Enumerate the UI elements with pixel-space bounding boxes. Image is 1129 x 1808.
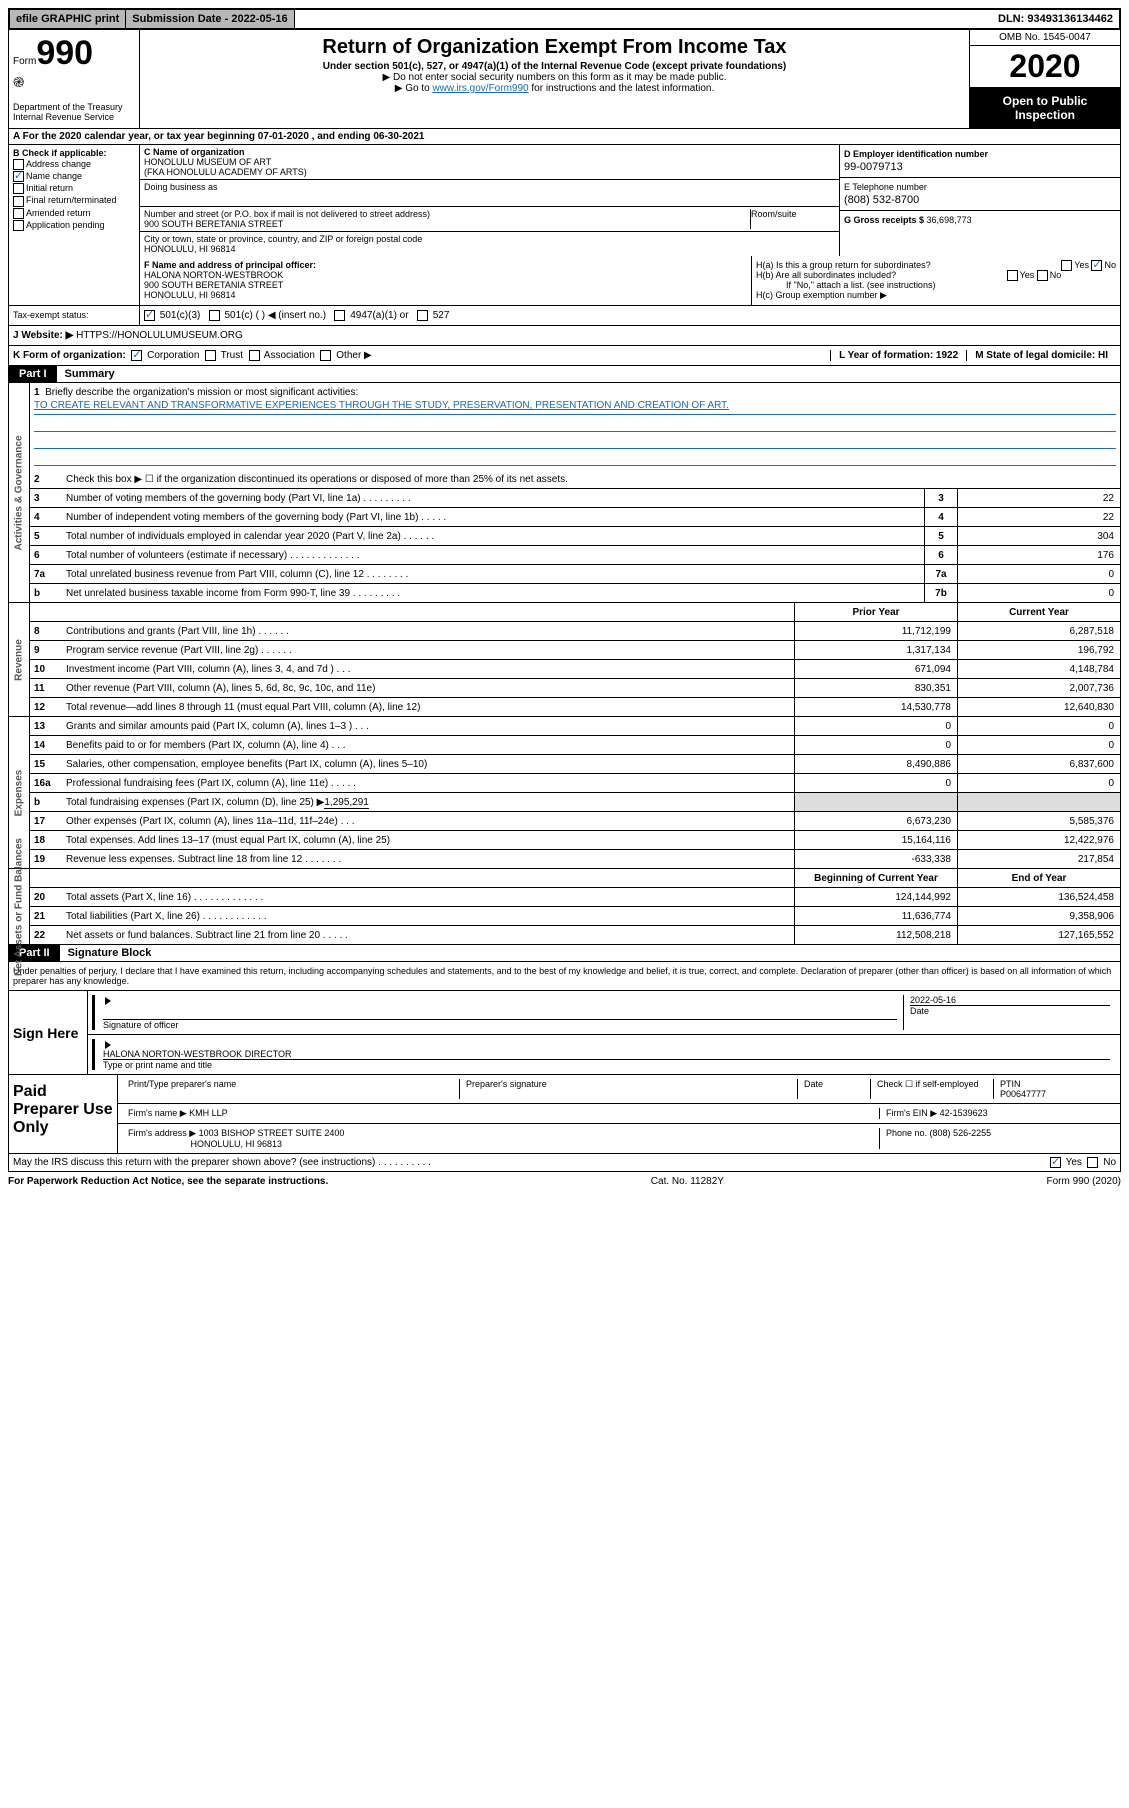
form-number: Form 990 <box>13 34 135 73</box>
ha-yes-checkbox[interactable] <box>1061 260 1072 271</box>
section-h: H(a) Is this a group return for subordin… <box>752 256 1120 305</box>
side-revenue: Revenue <box>9 603 30 716</box>
street-cell: Number and street (or P.O. box if mail i… <box>144 209 751 229</box>
final-return-checkbox[interactable] <box>13 196 24 207</box>
initial-return-checkbox[interactable] <box>13 183 24 194</box>
gross-receipts-cell: G Gross receipts $ 36,698,773 <box>840 211 1120 229</box>
discuss-no-checkbox[interactable] <box>1087 1157 1098 1168</box>
dln-label: DLN: 93493136134462 <box>295 10 1119 28</box>
row-a-tax-year: A For the 2020 calendar year, or tax yea… <box>8 129 1121 145</box>
527-checkbox[interactable] <box>417 310 428 321</box>
amended-return-checkbox[interactable] <box>13 208 24 219</box>
principal-officer-cell: F Name and address of principal officer:… <box>140 256 752 305</box>
corp-checkbox[interactable] <box>131 350 142 361</box>
discuss-yes-checkbox[interactable] <box>1050 1157 1061 1168</box>
website-row: J Website: ▶ HTTPS://HONOLULUMUSEUM.ORG <box>8 326 1121 346</box>
omb-number: OMB No. 1545-0047 <box>970 30 1120 46</box>
city-cell: City or town, state or province, country… <box>140 232 839 256</box>
501c3-checkbox[interactable] <box>144 310 155 321</box>
tax-status-options: 501(c)(3) 501(c) ( ) ◀ (insert no.) 4947… <box>140 306 1120 325</box>
telephone-cell: E Telephone number (808) 532-8700 <box>840 178 1120 211</box>
4947-checkbox[interactable] <box>334 310 345 321</box>
dba-cell: Doing business as <box>140 180 839 207</box>
irs-link[interactable]: www.irs.gov/Form990 <box>432 83 528 94</box>
page-footer: For Paperwork Reduction Act Notice, see … <box>8 1176 1121 1187</box>
signature-declaration: Under penalties of perjury, I declare th… <box>8 962 1121 991</box>
irs-discuss-row: May the IRS discuss this return with the… <box>8 1154 1121 1172</box>
ha-no-checkbox[interactable] <box>1091 260 1102 271</box>
year-formation: L Year of formation: 1922 <box>830 350 966 361</box>
501c-checkbox[interactable] <box>209 310 220 321</box>
form-of-org-row: K Form of organization: Corporation Trus… <box>8 346 1121 366</box>
val-7a: 0 <box>957 565 1120 583</box>
mission-link[interactable]: TO CREATE RELEVANT AND TRANSFORMATIVE EX… <box>34 400 729 411</box>
note-2: ▶ Go to www.irs.gov/Form990 for instruct… <box>144 83 965 94</box>
ein-cell: D Employer identification number 99-0079… <box>840 145 1120 178</box>
paid-preparer-block: Paid Preparer Use Only Print/Type prepar… <box>8 1075 1121 1154</box>
department-label: Department of the Treasury Internal Reve… <box>13 102 135 122</box>
sign-here-block: Sign Here Signature of officer 2022-05-1… <box>8 991 1121 1075</box>
val-3: 22 <box>957 489 1120 507</box>
tax-status-label: Tax-exempt status: <box>9 306 140 325</box>
note-1: ▶ Do not enter social security numbers o… <box>144 72 965 83</box>
form-header: Form 990 ֎ Department of the Treasury In… <box>8 30 1121 129</box>
room-cell: Room/suite <box>751 209 835 229</box>
org-name-cell: C Name of organization HONOLULU MUSEUM O… <box>140 145 839 180</box>
application-pending-checkbox[interactable] <box>13 220 24 231</box>
val-5: 304 <box>957 527 1120 545</box>
efile-print-button[interactable]: efile GRAPHIC print <box>10 10 126 28</box>
irs-seal-icon: ֎ <box>13 73 135 92</box>
val-7b: 0 <box>957 584 1120 602</box>
part-1-header: Part I Summary <box>8 366 1121 383</box>
top-toolbar: efile GRAPHIC print Submission Date - 20… <box>8 8 1121 30</box>
arrow-icon <box>105 997 111 1005</box>
trust-checkbox[interactable] <box>205 350 216 361</box>
submission-date-button[interactable]: Submission Date - 2022-05-16 <box>126 10 294 28</box>
name-change-checkbox[interactable] <box>13 171 24 182</box>
side-net-assets: Net Assets or Fund Balances <box>9 869 30 944</box>
tax-year: 2020 <box>970 46 1120 88</box>
form-title: Return of Organization Exempt From Incom… <box>144 36 965 59</box>
hb-yes-checkbox[interactable] <box>1007 270 1018 281</box>
open-inspection-badge: Open to Public Inspection <box>970 88 1120 128</box>
other-checkbox[interactable] <box>320 350 331 361</box>
beginning-year-header: Beginning of Current Year <box>794 869 957 887</box>
arrow-icon <box>105 1041 111 1049</box>
side-governance: Activities & Governance <box>9 383 30 602</box>
section-b-checkboxes: B Check if applicable: Address change Na… <box>9 145 140 256</box>
val-6: 176 <box>957 546 1120 564</box>
val-4: 22 <box>957 508 1120 526</box>
state-domicile: M State of legal domicile: HI <box>966 350 1116 361</box>
end-year-header: End of Year <box>957 869 1120 887</box>
assoc-checkbox[interactable] <box>249 350 260 361</box>
current-year-header: Current Year <box>957 603 1120 621</box>
prior-year-header: Prior Year <box>794 603 957 621</box>
mission-block: 1 Briefly describe the organization's mi… <box>30 383 1120 470</box>
part-2-header: Part II Signature Block <box>8 945 1121 962</box>
form-subtitle: Under section 501(c), 527, or 4947(a)(1)… <box>144 61 965 72</box>
hb-no-checkbox[interactable] <box>1037 270 1048 281</box>
